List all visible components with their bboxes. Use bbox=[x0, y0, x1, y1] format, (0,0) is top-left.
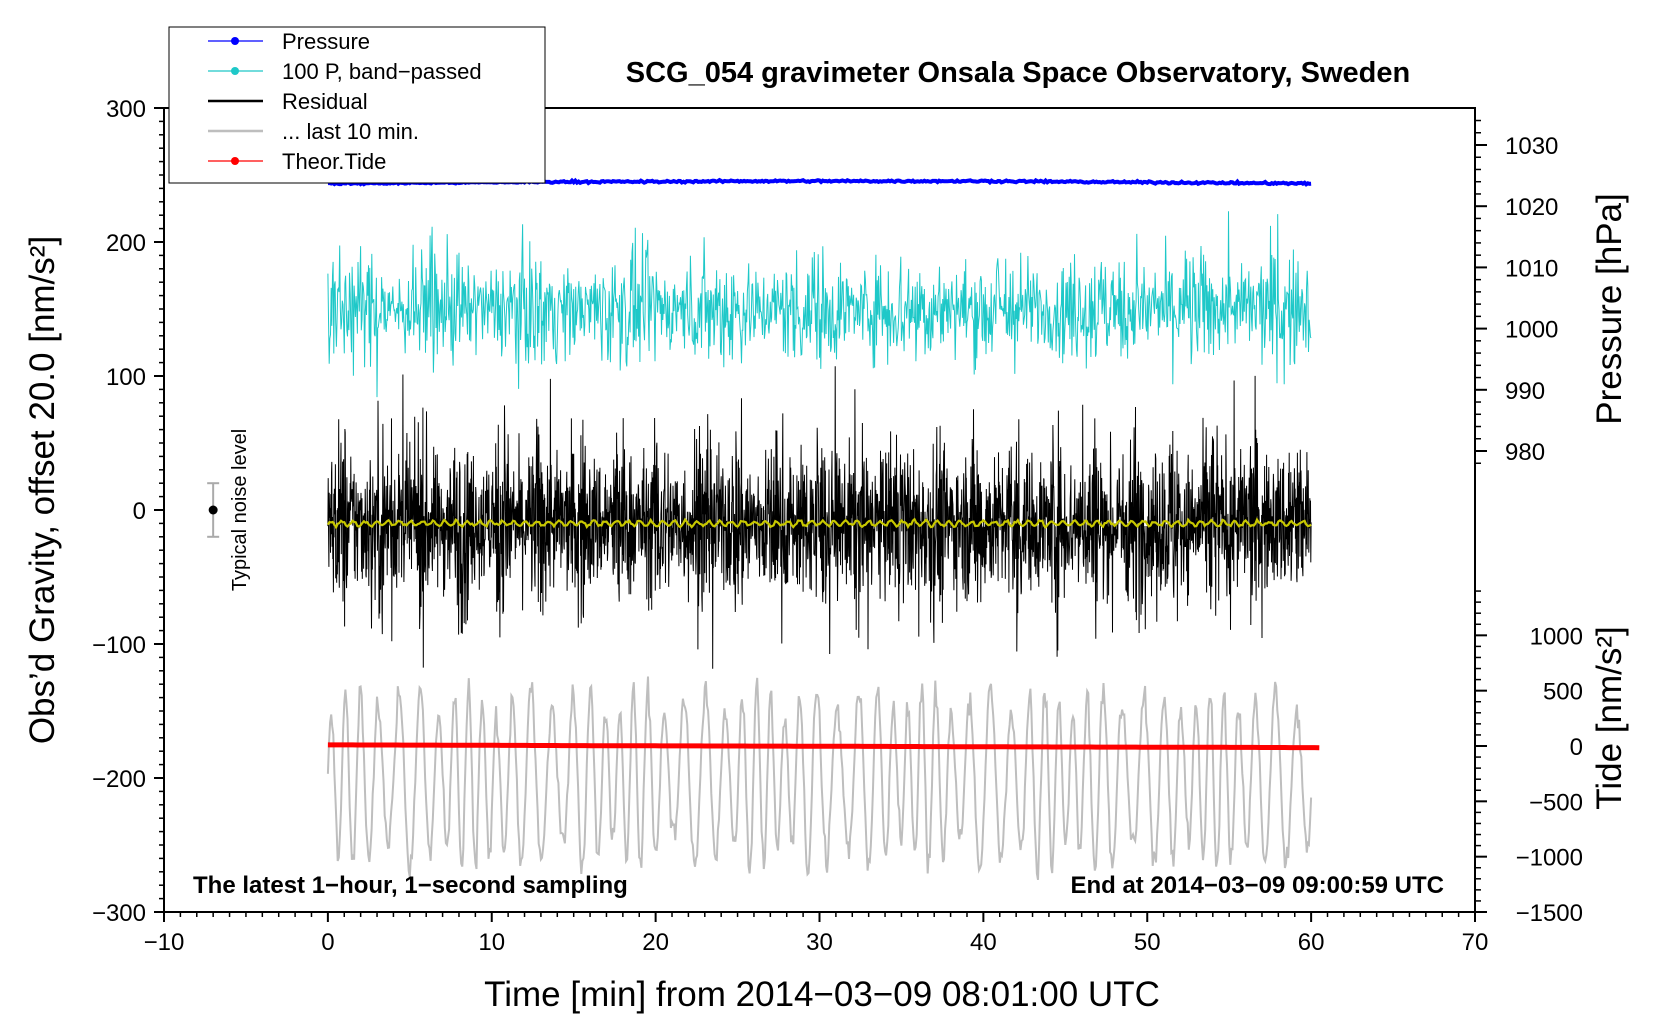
band-passed-pressure-line bbox=[327, 211, 1312, 398]
y-tick-label: −300 bbox=[92, 900, 146, 927]
legend-marker bbox=[231, 67, 239, 75]
x-tick-label: 20 bbox=[642, 929, 669, 956]
tide-axis-label: Tide [nm/s²] bbox=[1590, 626, 1629, 809]
noise-bar-dot bbox=[208, 505, 218, 515]
tide-tick-label: 1000 bbox=[1530, 623, 1583, 650]
legend-label: Theor.Tide bbox=[282, 149, 386, 174]
tide-tick-label: −500 bbox=[1529, 789, 1583, 816]
tide-tick-label: 0 bbox=[1570, 734, 1583, 761]
pressure-tick-label: 1000 bbox=[1505, 317, 1558, 344]
pressure-tick-label: 990 bbox=[1505, 378, 1545, 405]
y-tick-label: 0 bbox=[133, 498, 146, 525]
x-tick-label: 30 bbox=[806, 929, 833, 956]
tide-tick-label: −1000 bbox=[1516, 845, 1583, 872]
x-axis-label: Time [min] from 2014−03−09 08:01:00 UTC bbox=[484, 975, 1160, 1014]
pressure-tick-label: 1030 bbox=[1505, 133, 1558, 160]
y-tick-label: 200 bbox=[106, 230, 146, 257]
end-time-note: End at 2014−03−09 09:00:59 UTC bbox=[1070, 872, 1444, 899]
x-tick-label: 70 bbox=[1462, 929, 1489, 956]
latest-hour-note: The latest 1−hour, 1−second sampling bbox=[193, 872, 628, 899]
typical-noise-label: Typical noise level bbox=[229, 429, 251, 591]
x-tick-label: 0 bbox=[321, 929, 334, 956]
x-tick-label: 60 bbox=[1298, 929, 1325, 956]
pressure-tick-label: 980 bbox=[1505, 439, 1545, 466]
tide-tick-label: 500 bbox=[1543, 679, 1583, 706]
y-tick-label: 100 bbox=[106, 364, 146, 391]
pressure-axis-label: Pressure [hPa] bbox=[1590, 193, 1629, 425]
x-tick-label: 40 bbox=[970, 929, 997, 956]
theoretical-tide-line bbox=[327, 742, 1320, 751]
y-axis-label-left: Obs’d Gravity, offset 20.0 [nm/s²] bbox=[23, 236, 62, 744]
typical-noise-bar bbox=[207, 482, 220, 538]
x-tick-label: 50 bbox=[1134, 929, 1161, 956]
chart-title: SCG_054 gravimeter Onsala Space Observat… bbox=[626, 57, 1410, 89]
legend-label: Residual bbox=[282, 89, 368, 114]
last-10-min-line bbox=[326, 676, 1313, 880]
tide-tick-label: −1500 bbox=[1516, 900, 1583, 927]
pressure-tick-label: 1010 bbox=[1505, 255, 1558, 282]
y-tick-label: 300 bbox=[106, 96, 146, 123]
residual-line bbox=[327, 366, 1312, 669]
pressure-tick-label: 1020 bbox=[1505, 194, 1558, 221]
legend-label: ... last 10 min. bbox=[282, 119, 419, 144]
legend-marker bbox=[231, 157, 239, 165]
residual-smoothed-line bbox=[326, 517, 1312, 530]
y-tick-label: −200 bbox=[92, 766, 146, 793]
x-tick-label: −10 bbox=[144, 929, 185, 956]
y-tick-label: −100 bbox=[92, 632, 146, 659]
legend-marker bbox=[231, 37, 239, 45]
legend-label: Pressure bbox=[282, 29, 370, 54]
legend: Pressure 100 P, band−passed Residual ... la… bbox=[168, 26, 546, 184]
x-tick-label: 10 bbox=[478, 929, 505, 956]
legend-label: 100 P, band−passed bbox=[282, 59, 482, 84]
